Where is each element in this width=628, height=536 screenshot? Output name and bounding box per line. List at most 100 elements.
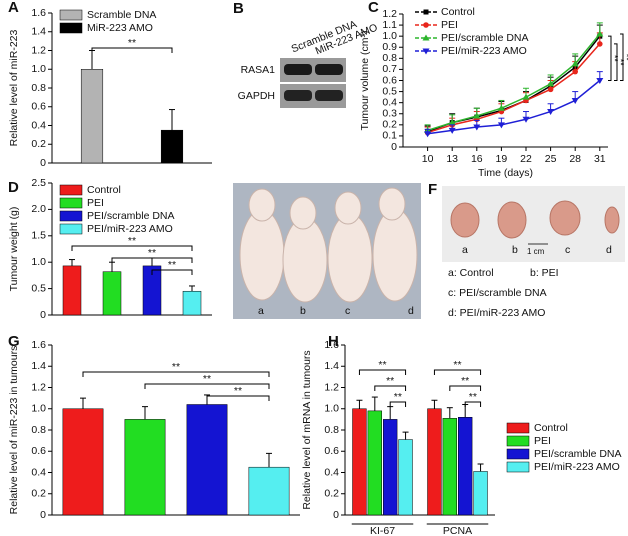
photo-label: c: [565, 244, 570, 256]
x-tick-label: 10: [422, 153, 434, 165]
photo-legend: c: PEI/scramble DNA: [448, 287, 547, 299]
blot-band: [284, 90, 312, 101]
photo-label: a: [462, 244, 468, 256]
y-tick-label: 0.4: [31, 119, 46, 131]
bar: [458, 417, 473, 516]
legend-label: PEI: [87, 197, 104, 209]
y-tick-label: 1.0: [382, 30, 397, 42]
significance-bracket: [620, 33, 624, 81]
significance-bracket: [614, 43, 618, 81]
scale-label: 1 cm: [527, 247, 545, 256]
x-tick-label: 13: [446, 153, 458, 165]
y-tick-label: 0.2: [324, 488, 339, 500]
y-tick-label: 0.5: [382, 85, 397, 97]
y-tick-label: 0.6: [31, 445, 46, 457]
significance-bracket: [449, 385, 482, 391]
blot-panel: B Scramble DNA MiR-223 AMO RASA1 GAPDH: [233, 0, 379, 108]
significance-bracket: [464, 401, 482, 407]
panel-label: G: [8, 333, 20, 350]
marker: [571, 97, 579, 104]
line: [427, 43, 601, 134]
y-tick-label: 0: [40, 157, 46, 169]
photo-label: b: [512, 244, 518, 256]
significance-label: **: [386, 375, 394, 387]
x-tick-label: 25: [545, 153, 557, 165]
legend-label: PEI/scramble DNA: [534, 448, 622, 460]
x-tick-label: 19: [496, 153, 508, 165]
y-tick-label: 1.4: [324, 360, 339, 372]
bar: [186, 404, 228, 516]
panel-label: F: [428, 181, 437, 198]
marker: [522, 93, 530, 100]
panel-label: D: [8, 179, 19, 196]
significance-label: **: [234, 385, 242, 397]
photo-legend: a: Control: [448, 267, 494, 279]
significance-label: **: [128, 235, 136, 247]
y-tick-label: 2.0: [31, 203, 46, 215]
legend-label: Control: [534, 422, 568, 434]
y-tick-label: 0.2: [31, 138, 46, 150]
bar: [80, 69, 104, 164]
significance-label: **: [378, 359, 386, 371]
significance-label: **: [128, 37, 136, 49]
significance-bracket: [389, 401, 407, 407]
bar: [383, 419, 398, 516]
y-tick-label: 0.4: [31, 466, 46, 478]
y-axis-label: Relative level of mRNA in tumours: [301, 350, 313, 509]
bar: [473, 471, 488, 516]
line: [427, 79, 601, 135]
marker: [547, 86, 554, 93]
legend-label: PEI/scramble DNA: [441, 32, 529, 44]
marker: [473, 112, 481, 119]
panel-label: B: [233, 0, 244, 17]
row-label: RASA1: [241, 64, 276, 76]
y-tick-label: 1.5: [31, 230, 46, 242]
marker: [423, 22, 429, 28]
legend-swatch: [506, 422, 530, 434]
legend-label: PEI/miR-223 AMO: [441, 45, 527, 57]
legend-label: MiR-223 AMO: [87, 22, 153, 34]
marker: [448, 119, 456, 126]
significance-label: **: [610, 55, 620, 63]
significance-bracket: [91, 47, 173, 53]
significance-label: **: [394, 391, 402, 403]
photo-label: a: [258, 305, 264, 317]
y-axis-label: Tumour weight (g): [8, 207, 20, 292]
panel-label: H: [328, 333, 339, 350]
legend-swatch: [59, 223, 83, 235]
row-label: GAPDH: [238, 90, 275, 102]
marker: [448, 127, 456, 134]
y-axis-label: Relative level of miR-223 in tumours: [8, 346, 20, 515]
y-tick-label: 1.6: [31, 339, 46, 351]
bar: [142, 265, 162, 316]
marker: [423, 9, 429, 15]
x-axis-label: Time (days): [478, 167, 533, 179]
y-tick-label: 0.8: [324, 424, 339, 436]
significance-bracket: [608, 35, 612, 81]
legend-label: Scramble DNA: [87, 9, 156, 21]
legend-label: PEI/miR-223 AMO: [87, 223, 173, 235]
y-tick-label: 0: [40, 309, 46, 321]
significance-bracket: [206, 395, 270, 401]
mice: [239, 187, 418, 303]
y-tick-label: 0.3: [382, 108, 397, 120]
photo-legend: b: PEI: [530, 267, 559, 279]
photo-label: b: [300, 305, 306, 317]
significance-label: **: [622, 54, 628, 62]
y-tick-label: 1.2: [382, 8, 397, 20]
significance-label: **: [453, 359, 461, 371]
significance-label: **: [172, 361, 180, 373]
line: [427, 33, 601, 132]
legend-swatch: [59, 22, 83, 34]
y-tick-label: 1.2: [31, 381, 46, 393]
y-tick-label: 0: [40, 509, 46, 521]
y-tick-label: 0: [333, 509, 339, 521]
bar: [62, 265, 82, 316]
y-tick-label: 0.2: [382, 119, 397, 131]
y-tick-label: 0.2: [31, 488, 46, 500]
x-tick-label: KI-67: [370, 525, 395, 536]
significance-label: **: [203, 373, 211, 385]
bar: [398, 439, 413, 516]
